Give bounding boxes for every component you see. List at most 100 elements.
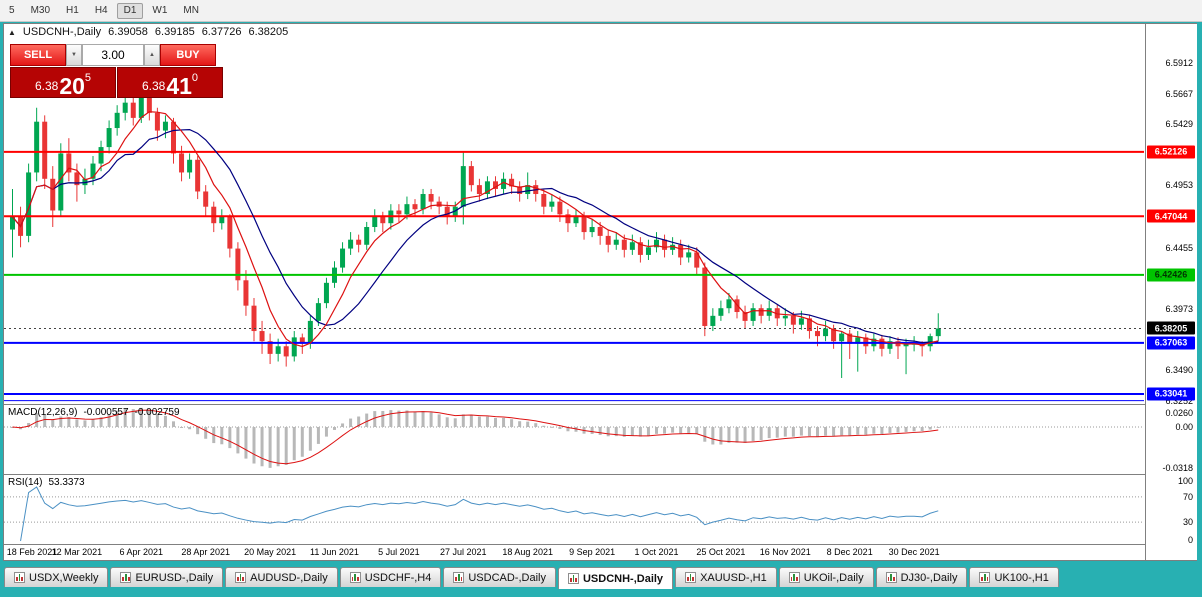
chart-icon [453, 572, 465, 583]
macd-value-2: -0.002759 [134, 407, 180, 418]
price-tick: 6.5667 [1165, 89, 1193, 100]
date-label: 30 Dec 2021 [888, 547, 940, 557]
panel-separator [4, 544, 1196, 545]
buy-button[interactable]: BUY [160, 44, 216, 66]
rsi-panel[interactable] [4, 475, 1144, 544]
ask-point: 0 [191, 72, 199, 84]
price-level-badge: 6.37063 [1147, 336, 1195, 350]
macd-panel[interactable] [4, 405, 1144, 474]
chart-icon [979, 572, 991, 583]
chart-tab-usdchf-[interactable]: USDCHF-,H4 [339, 567, 442, 587]
date-label: 28 Apr 2021 [181, 547, 230, 557]
price-level-badge: 6.33041 [1147, 387, 1195, 401]
tab-label: AUDUSD-,Daily [250, 571, 328, 584]
rsi-tick: 70 [1182, 491, 1193, 502]
macd-tick: -0.0318 [1162, 463, 1193, 473]
bid-pips: 20 [59, 72, 85, 99]
date-label: 18 Feb 2021 [6, 547, 58, 557]
timeframe-button-w1[interactable]: W1 [152, 4, 168, 16]
timeframe-button-5[interactable]: 5 [9, 4, 15, 16]
date-label: 18 Aug 2021 [502, 547, 553, 557]
ask-base: 6.38 [141, 79, 166, 93]
chart-icon [349, 572, 361, 583]
price-tick: 6.4953 [1165, 179, 1193, 190]
price-tick: 6.4455 [1165, 242, 1193, 253]
bid-price-display[interactable]: 6.38 20 5 [10, 67, 116, 98]
price-level-badge: 6.52126 [1147, 145, 1195, 159]
price-tick: 6.3252 [1165, 395, 1193, 406]
date-label: 1 Oct 2021 [634, 547, 679, 557]
price-tick: 6.5912 [1165, 58, 1193, 69]
chart-window: 18 Feb 2021 12 Mar 2021 6 Apr 2021 28 Apr 2… [3, 23, 1197, 561]
macd-tick: 0.0260 [1165, 408, 1193, 418]
volume-increase-button[interactable]: ▲ [144, 44, 160, 66]
rsi-tick: 30 [1182, 517, 1193, 528]
symbol-marker-icon: ▲ [8, 27, 16, 37]
tab-label: DJ30-,Daily [900, 571, 958, 584]
chart-tab-usdx[interactable]: USDX,Weekly [4, 567, 109, 587]
bid-point: 5 [84, 72, 92, 84]
bid-base: 6.38 [34, 79, 59, 93]
chart-icon [14, 572, 25, 583]
chart-tab-audusd-[interactable]: AUDUSD-,Daily [225, 567, 338, 587]
timeframe-button-mn[interactable]: MN [183, 4, 199, 16]
macd-value-1: -0.000557 [83, 407, 129, 418]
ohlc-open: 6.39058 [108, 26, 148, 38]
chart-tab-usdcnh-[interactable]: USDCNH-,Daily [557, 567, 674, 589]
time-axis: 18 Feb 2021 12 Mar 2021 6 Apr 2021 28 Apr 2… [4, 545, 1144, 560]
timeframe-button-h1[interactable]: H1 [66, 4, 79, 16]
tab-label: USDX,Weekly [29, 571, 99, 584]
tab-label: USDCAD-,Daily [468, 571, 546, 584]
chart-icon [885, 572, 897, 583]
rsi-label: RSI(14) 53.3373 [8, 477, 85, 488]
tab-label: UK100-,H1 [994, 571, 1049, 584]
date-label: 9 Sep 2021 [569, 547, 616, 557]
tab-label: USDCNH-,Daily [582, 572, 664, 585]
ohlc-low: 6.37726 [201, 26, 242, 38]
chart-icon [120, 572, 132, 583]
ask-pips: 41 [166, 72, 192, 99]
price-level-badge: 6.47044 [1147, 209, 1195, 223]
timeframe-button-d1[interactable]: D1 [116, 2, 144, 19]
macd-label: MACD(12,26,9) -0.000557 -0.002759 [8, 407, 180, 418]
current-price-badge: 6.38205 [1147, 321, 1195, 335]
chart-tab-dj30-[interactable]: DJ30-,Daily [875, 567, 968, 587]
chart-icon [685, 572, 697, 583]
date-label: 20 May 2021 [244, 547, 297, 557]
chart-tab-xauusd-[interactable]: XAUUSD-,H1 [675, 567, 777, 587]
chart-tab-usdcad-[interactable]: USDCAD-,Daily [443, 567, 556, 587]
rsi-tick: 100 [1177, 476, 1193, 486]
date-label: 27 Jul 2021 [440, 547, 487, 557]
chart-tabs-bar: USDX,Weekly EURUSD-,Daily AUDUSD-,Daily USD… [2, 567, 1202, 593]
price-level-badge: 6.42426 [1147, 268, 1195, 282]
price-axis: 6.59126.56676.54296.51916.49536.47156.44… [1145, 24, 1197, 560]
volume-input[interactable] [82, 44, 144, 66]
tab-label: XAUUSD-,H1 [700, 571, 767, 584]
chart-icon [235, 572, 247, 583]
panel-separator[interactable] [4, 474, 1196, 475]
chart-icon [788, 572, 800, 583]
macd-name: MACD(12,26,9) [8, 407, 78, 418]
date-label: 5 Jul 2021 [378, 547, 420, 557]
macd-tick: 0.00 [1175, 422, 1193, 432]
timeframe-toolbar: 5 M30 H1 H4 D1 W1 MN [0, 0, 1202, 22]
date-label: 25 Oct 2021 [696, 547, 746, 557]
date-label: 6 Apr 2021 [119, 547, 164, 557]
volume-decrease-button[interactable]: ▼ [66, 44, 82, 66]
timeframe-button-m30[interactable]: M30 [30, 4, 51, 16]
tab-label: UKOil-,Daily [803, 571, 864, 584]
one-click-trading-panel: SELL ▼ ▲ BUY 6.38 20 5 6.38 41 0 [10, 44, 223, 98]
chart-tab-uk100-[interactable]: UK100-,H1 [969, 567, 1059, 587]
date-label: 8 Dec 2021 [826, 547, 873, 557]
panel-separator[interactable] [4, 404, 1196, 405]
chart-tab-eurusd-[interactable]: EURUSD-,Daily [110, 567, 224, 587]
sell-button[interactable]: SELL [10, 44, 66, 66]
chart-tab-ukoil-[interactable]: UKOil-,Daily [778, 567, 874, 587]
chart-title: USDCNH-,Daily [22, 26, 102, 38]
timeframe-button-h4[interactable]: H4 [94, 4, 108, 16]
price-tick: 6.5429 [1165, 119, 1193, 130]
ask-price-display[interactable]: 6.38 41 0 [117, 67, 223, 98]
date-label: 12 Mar 2021 [51, 547, 103, 557]
ohlc-close: 6.38205 [248, 26, 289, 38]
